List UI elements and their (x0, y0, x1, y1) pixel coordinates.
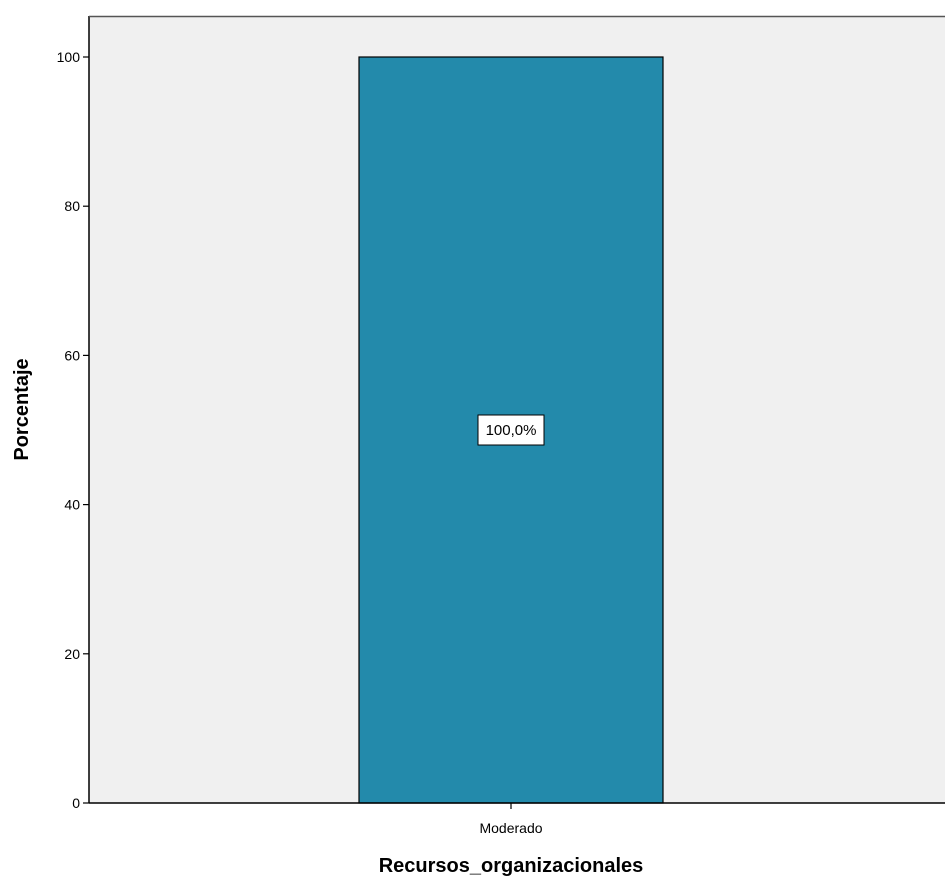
y-tick-label: 80 (64, 198, 80, 214)
y-axis-title: Porcentaje (11, 358, 33, 460)
y-tick-label: 20 (64, 646, 80, 662)
data-label-box (477, 414, 545, 446)
bars: 100,0% (358, 56, 664, 804)
data-label: 100,0% (486, 422, 537, 439)
bar-moderado (358, 56, 664, 804)
x-tick-label: Moderado (479, 820, 542, 836)
y-tick-label: 0 (72, 795, 80, 811)
y-tick-label: 40 (64, 497, 80, 513)
x-axis-ticks: Moderado (479, 803, 543, 836)
y-tick-label: 60 (64, 347, 80, 363)
y-axis-ticks: 0 20 40 60 80 100 (57, 49, 89, 811)
x-axis-title: Recursos_organizacionales (379, 855, 644, 877)
y-tick-label: 100 (57, 49, 81, 65)
